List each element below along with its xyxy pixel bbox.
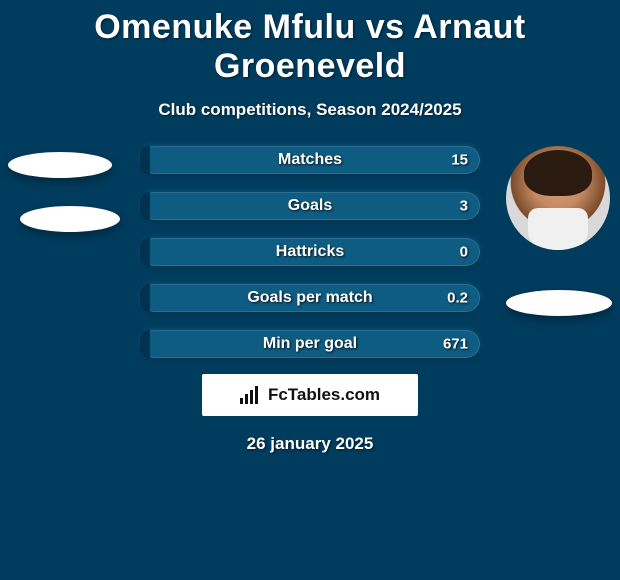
snapshot-date: 26 january 2025 [247, 434, 374, 454]
brand-badge: FcTables.com [202, 374, 418, 416]
stat-bar: Hattricks 0 [140, 238, 480, 266]
player-left-oval-2 [20, 206, 120, 232]
brand-chart-icon [240, 386, 262, 404]
stat-bar: Min per goal 671 [140, 330, 480, 358]
stat-value: 0.2 [447, 290, 468, 307]
player-right-avatar [506, 146, 610, 250]
stat-bar: Goals per match 0.2 [140, 284, 480, 312]
stat-label: Hattricks [276, 243, 344, 261]
stat-bar-fill-left [140, 238, 150, 266]
stat-label: Min per goal [263, 335, 357, 353]
subtitle: Club competitions, Season 2024/2025 [0, 100, 620, 120]
stat-bar-fill-left [140, 192, 150, 220]
page-title: Omenuke Mfulu vs Arnaut Groeneveld [0, 0, 620, 86]
stat-label: Goals per match [247, 289, 372, 307]
stat-label: Matches [278, 151, 342, 169]
stat-value: 3 [460, 198, 468, 215]
player-right-shadow [506, 290, 612, 316]
brand-text: FcTables.com [268, 385, 380, 405]
player-left-oval-1 [8, 152, 112, 178]
stat-value: 671 [443, 336, 468, 353]
stat-bars: Matches 15 Goals 3 Hattricks 0 Goals per match… [140, 146, 480, 376]
stat-bar: Matches 15 [140, 146, 480, 174]
stat-bar-fill-left [140, 330, 150, 358]
stat-value: 0 [460, 244, 468, 261]
stat-value: 15 [451, 152, 468, 169]
stat-label: Goals [288, 197, 332, 215]
stat-bar-fill-left [140, 284, 150, 312]
stat-bar-fill-left [140, 146, 150, 174]
comparison-stage: Matches 15 Goals 3 Hattricks 0 Goals per match… [0, 138, 620, 468]
stat-bar: Goals 3 [140, 192, 480, 220]
